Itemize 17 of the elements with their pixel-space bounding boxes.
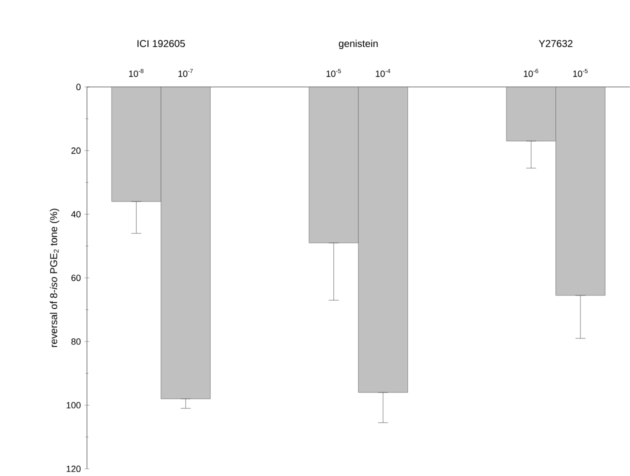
y-tick-label: 120 xyxy=(66,466,81,472)
text: ICI 192605 xyxy=(138,40,185,48)
y-tick-label: 0 xyxy=(76,84,81,90)
y-axis-title: reversal of 8-iso PGE$_{2}$ tone (%) xyxy=(50,208,60,348)
y-tick-label: 60 xyxy=(71,274,81,282)
x-tick-label: 10$^{-5}$ xyxy=(326,69,341,78)
text: genistein xyxy=(338,40,378,50)
y-tick-label: 40 xyxy=(71,211,81,218)
y-tick-label: 20 xyxy=(71,148,81,154)
x-tick-label: 10$^{-6}$ xyxy=(524,68,538,78)
y-tick-label: 80 xyxy=(71,338,81,345)
text: Y27632 xyxy=(538,40,572,48)
x-tick-label: 10$^{-5}$ xyxy=(573,69,588,78)
x-tick-label: 10$^{-7}$ xyxy=(178,69,193,78)
x-tick-label: 10$^{-4}$ xyxy=(376,69,390,78)
y-tick-label: 100 xyxy=(66,402,81,408)
x-tick-label: 10$^{-8}$ xyxy=(129,68,144,78)
